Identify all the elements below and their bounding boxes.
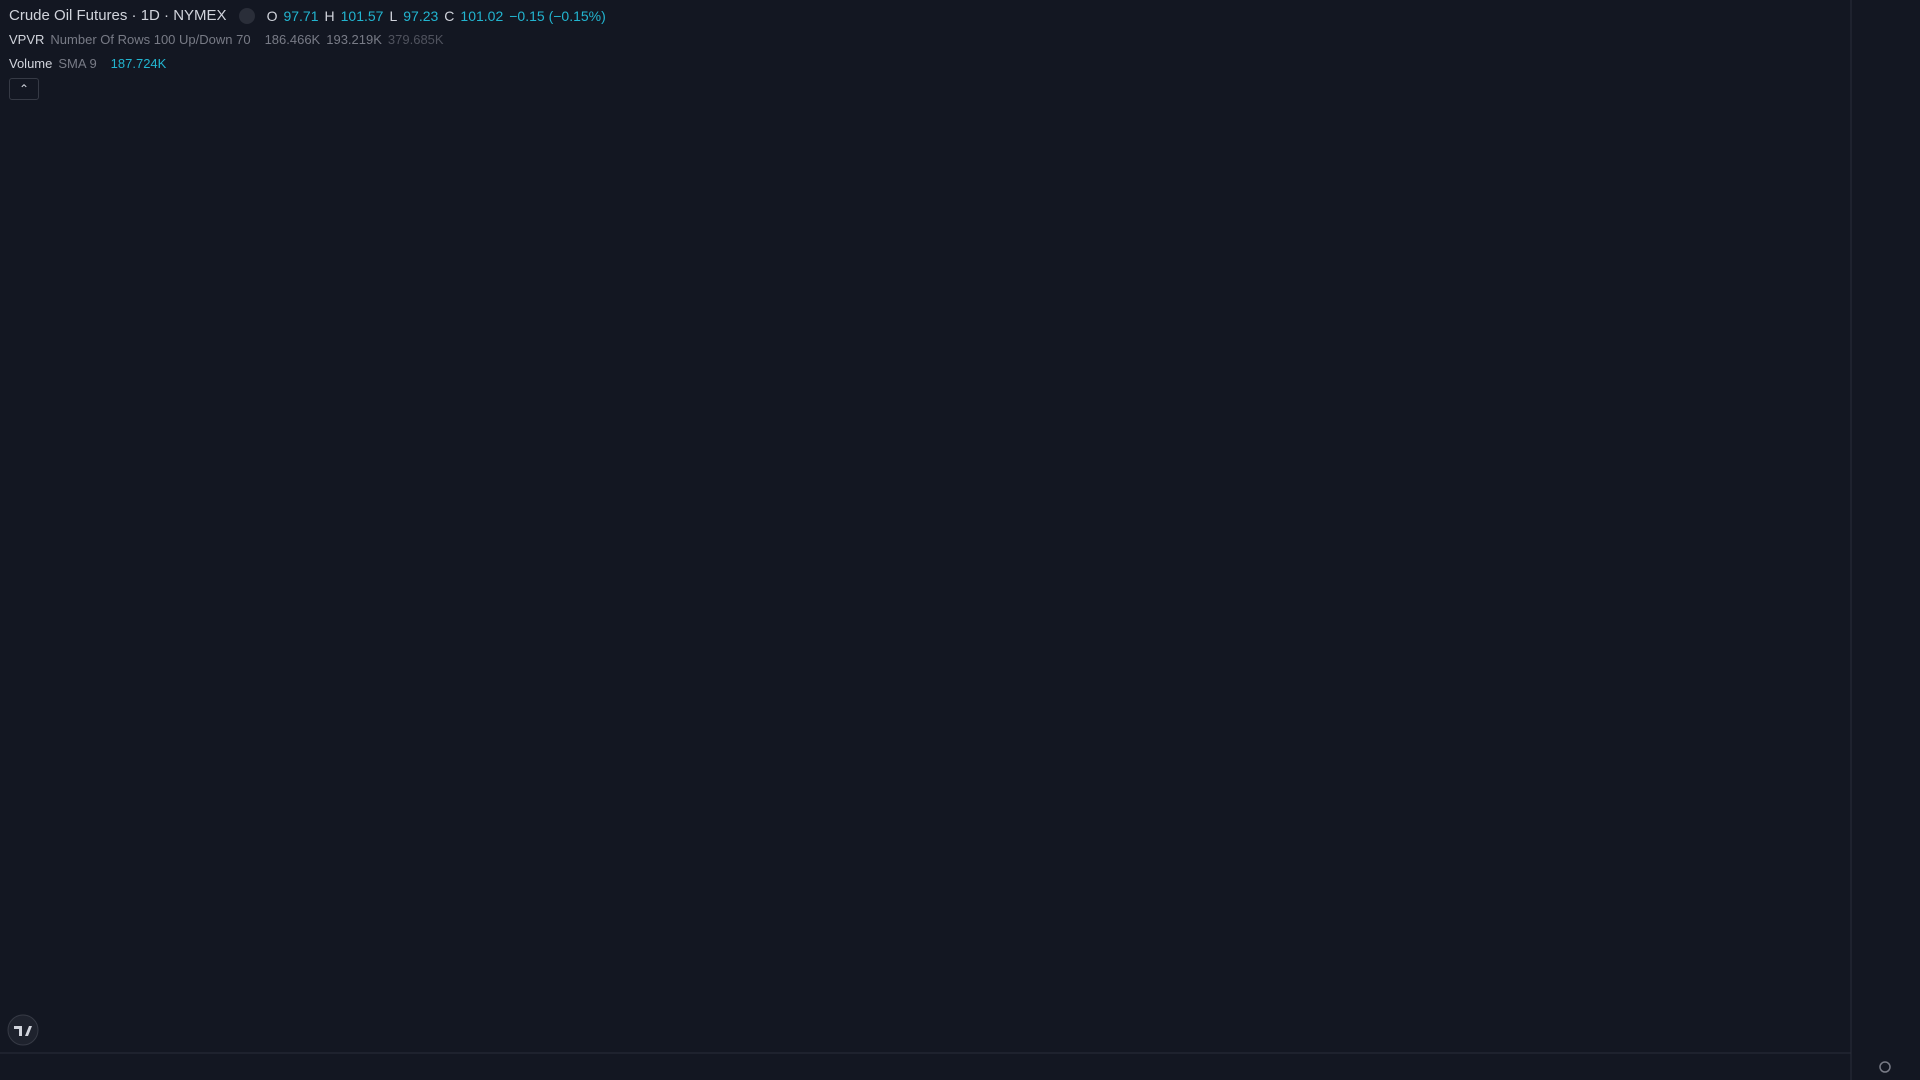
vpvr-down: 193.219K — [326, 32, 382, 47]
vpvr-params: Number Of Rows 100 Up/Down 70 — [50, 32, 251, 47]
legend-volume: Volume SMA 9 187.724K — [9, 56, 166, 71]
c-label: C — [444, 7, 455, 24]
status-icon[interactable] — [238, 7, 255, 24]
collapse-button[interactable]: ⌃ — [9, 78, 39, 100]
logo[interactable] — [7, 1014, 39, 1046]
high: 101.57 — [340, 7, 384, 24]
o-label: O — [266, 7, 278, 24]
l-label: L — [389, 7, 398, 24]
price-axis — [1851, 0, 1920, 1080]
h-label: H — [324, 7, 335, 24]
volume-sma: 187.724K — [110, 56, 167, 71]
symbol: Crude Oil Futures · 1D · NYMEX — [9, 7, 227, 24]
volume-params: SMA 9 — [58, 56, 97, 71]
change: −0.15 (−0.15%) — [509, 7, 606, 24]
vpvr-total: 379.685K — [387, 32, 444, 47]
logo-mark — [14, 1026, 32, 1036]
low: 97.23 — [403, 7, 439, 24]
settings[interactable] — [1879, 1061, 1891, 1073]
vpvr-name: VPVR — [9, 32, 45, 47]
vpvr-up: 186.466K — [264, 32, 321, 47]
legend-vpvr: VPVR Number Of Rows 100 Up/Down 70 186.4… — [9, 32, 444, 47]
volume-name: Volume — [9, 56, 53, 71]
open: 97.71 — [283, 7, 319, 24]
close: 101.02 — [460, 7, 504, 24]
